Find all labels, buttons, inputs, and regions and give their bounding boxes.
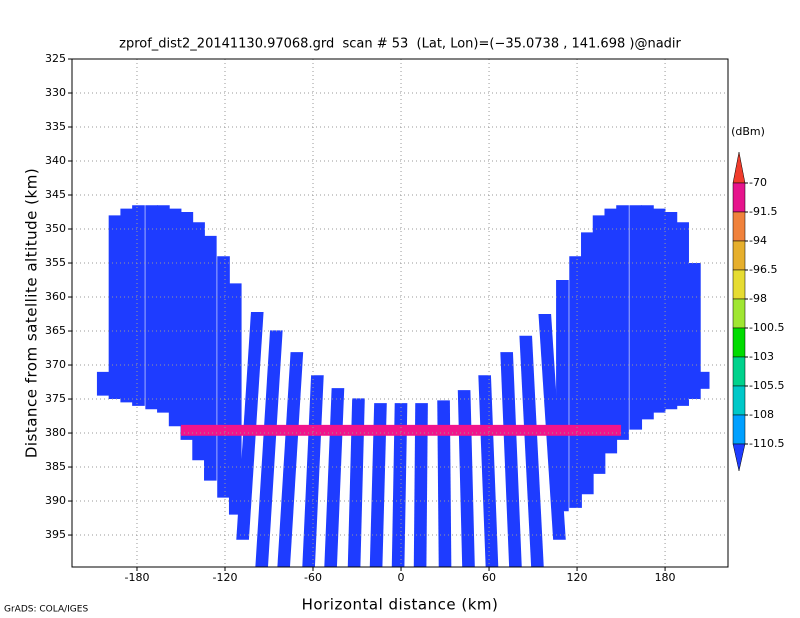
colorbar-label: -100.5 (749, 321, 784, 334)
colorbar-box (732, 385, 746, 416)
x-tick-label: 120 (567, 571, 588, 584)
colorbar-box (732, 240, 746, 271)
swath (277, 352, 304, 567)
colorbar-cap (732, 151, 746, 184)
y-axis-label: Distance from satellite altitude (km) (23, 168, 41, 458)
swath (96, 371, 110, 396)
colorbar-label: -98 (749, 292, 767, 305)
colorbar-box (732, 269, 746, 300)
colorbar-label: -96.5 (749, 263, 777, 276)
swath (217, 256, 230, 498)
field (96, 205, 710, 567)
colorbar-box (732, 182, 746, 213)
axes: -180 -120 -60 0 60 120 180 325 330 335 340 345 350 35… (45, 52, 728, 584)
chart-title: zprof_dist2_20141130.97068.grd scan # 53… (119, 37, 681, 52)
colorbar-label: -108 (749, 408, 774, 421)
swath (519, 335, 544, 567)
x-tick-label: -180 (124, 571, 149, 584)
swath (145, 205, 158, 410)
swath (108, 215, 122, 400)
swath (324, 388, 345, 567)
swath (592, 215, 606, 474)
swath (652, 208, 666, 413)
swath (180, 212, 194, 440)
swath (500, 352, 522, 567)
colorbar-label: -105.5 (749, 379, 784, 392)
colorbar-box (732, 356, 746, 387)
swath (616, 205, 629, 440)
y-tick-label: 375 (45, 392, 66, 405)
colorbar-label: -91.5 (749, 205, 777, 218)
y-tick-label: 350 (45, 222, 66, 235)
swath (478, 375, 499, 567)
plot-frame (71, 58, 729, 568)
swath (641, 205, 654, 420)
swath (369, 403, 387, 567)
y-tick-label: 335 (45, 120, 66, 133)
x-tick-label: 0 (398, 571, 405, 584)
swath (696, 371, 710, 389)
swath (581, 232, 594, 495)
swath (556, 280, 569, 512)
swath (688, 263, 701, 400)
swath (228, 283, 242, 515)
colorbar: -70 -91.5 -94 -96.5 -98 -100.5 -103 -105.5 -108 -… (732, 151, 784, 472)
swath (664, 212, 678, 410)
y-tick-label: 345 (45, 188, 66, 201)
x-tick-label: 180 (655, 571, 676, 584)
swath (204, 235, 217, 481)
y-tick-label: 380 (45, 426, 66, 439)
y-tick-label: 395 (45, 528, 66, 541)
y-tick-label: 365 (45, 324, 66, 337)
x-tick-label: 60 (482, 571, 496, 584)
y-tick-label: 340 (45, 154, 66, 167)
swath (157, 205, 170, 413)
y-tick-label: 390 (45, 494, 66, 507)
swath (132, 205, 145, 406)
y-tick-label: 370 (45, 358, 66, 371)
swath (168, 208, 182, 427)
colorbar-label: -110.5 (749, 437, 784, 450)
colorbar-cap (732, 443, 746, 472)
swath (347, 398, 365, 567)
colorbar-unit: (dBm) (731, 125, 765, 138)
swath (604, 208, 618, 454)
y-tick-label: 330 (45, 86, 66, 99)
swath (192, 222, 205, 461)
colorbar-box (732, 298, 746, 329)
swath (391, 403, 408, 567)
swath (569, 256, 582, 508)
swath (120, 208, 134, 403)
colorbar-label: -70 (749, 176, 767, 189)
x-tick-label: -120 (213, 571, 238, 584)
x-tick-label: -60 (304, 571, 322, 584)
swath (437, 400, 452, 567)
y-tick-label: 360 (45, 290, 66, 303)
swath (629, 205, 643, 430)
swath (676, 222, 689, 406)
colorbar-label: -103 (749, 350, 774, 363)
swath (255, 330, 283, 567)
swath (413, 403, 428, 567)
y-tick-label: 325 (45, 52, 66, 65)
colorbar-label: -94 (749, 234, 767, 247)
surface-band (180, 424, 622, 436)
x-axis-label: Horizontal distance (km) (302, 596, 499, 614)
colorbar-box (732, 414, 746, 445)
colorbar-box (732, 211, 746, 242)
footer: GrADS: COLA/IGES (4, 605, 88, 615)
swath (457, 390, 475, 567)
y-tick-label: 385 (45, 460, 66, 473)
y-tick-label: 355 (45, 256, 66, 269)
colorbar-box (732, 327, 746, 358)
